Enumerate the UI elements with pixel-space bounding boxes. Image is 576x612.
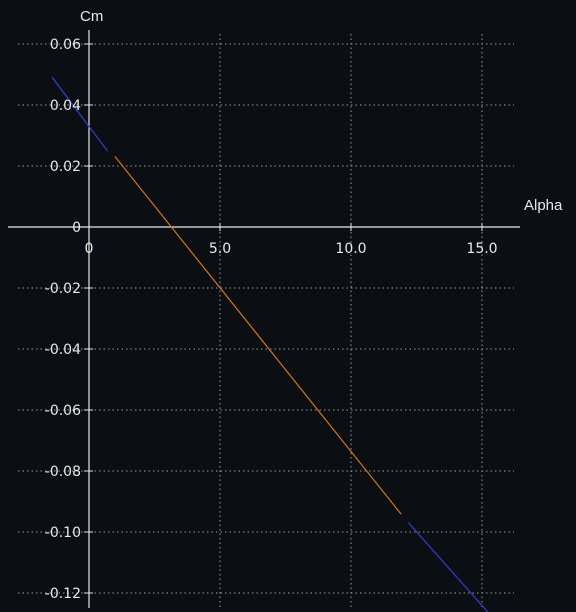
grid bbox=[18, 34, 514, 608]
x-tick-label: 5.0 bbox=[209, 241, 231, 257]
series-line-2 bbox=[114, 156, 402, 515]
y-tick-label: -0.06 bbox=[45, 403, 81, 419]
y-tick-label: 0.04 bbox=[50, 98, 81, 114]
series-lines bbox=[51, 76, 488, 612]
x-tick-label: 10.0 bbox=[335, 241, 366, 257]
y-tick-label: 0 bbox=[72, 220, 81, 236]
axes bbox=[8, 30, 520, 608]
x-tick-label: 0 bbox=[85, 241, 94, 257]
series-line-3 bbox=[408, 522, 488, 612]
x-axis-title: Alpha bbox=[524, 197, 563, 214]
y-tick-label: -0.10 bbox=[45, 525, 81, 541]
y-tick-label: -0.08 bbox=[45, 464, 81, 480]
y-tick-label: 0.06 bbox=[50, 37, 81, 53]
y-tick-label: -0.02 bbox=[45, 281, 81, 297]
y-tick-label: 0.02 bbox=[50, 159, 81, 175]
series-line-1 bbox=[51, 76, 108, 152]
tick-labels: 0.06 0.04 0.02 0 -0.02 -0.04 -0.06 -0.08 -0.10 -0… bbox=[45, 37, 498, 602]
y-axis-title: Cm bbox=[80, 8, 103, 25]
x-tick-label: 15.0 bbox=[466, 241, 497, 257]
y-tick-label: -0.04 bbox=[45, 342, 81, 358]
y-tick-label: -0.12 bbox=[45, 586, 81, 602]
